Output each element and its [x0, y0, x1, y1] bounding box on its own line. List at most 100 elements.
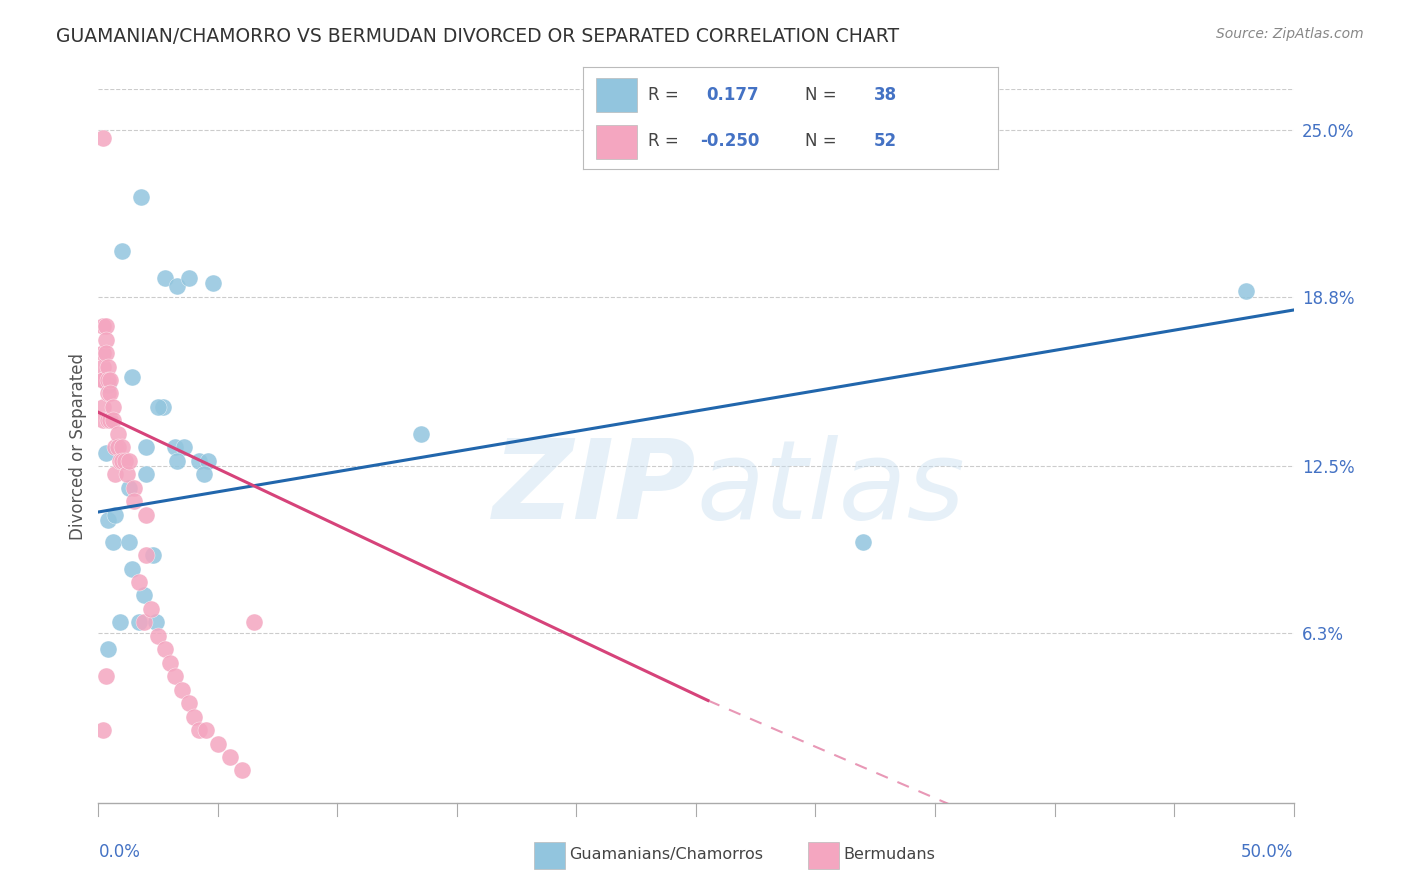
Point — [135, 508, 157, 522]
Point — [124, 481, 146, 495]
Point — [207, 737, 229, 751]
Text: Bermudans: Bermudans — [844, 847, 935, 862]
Point — [118, 534, 141, 549]
Point — [121, 561, 143, 575]
Point — [243, 615, 266, 630]
Point — [179, 270, 201, 285]
Point — [197, 454, 219, 468]
Point — [152, 400, 174, 414]
Text: N =: N = — [806, 132, 842, 150]
Point — [139, 602, 162, 616]
Point — [94, 669, 117, 683]
Bar — [596, 126, 637, 159]
Text: 52: 52 — [873, 132, 897, 150]
Point — [159, 656, 181, 670]
Text: R =: R = — [648, 87, 683, 104]
Point — [111, 441, 134, 455]
Point — [114, 454, 136, 468]
Point — [135, 548, 157, 562]
Point — [107, 441, 129, 455]
Point — [97, 373, 120, 387]
Point — [101, 534, 124, 549]
Point — [179, 696, 201, 710]
Point — [94, 333, 117, 347]
Point — [118, 481, 141, 495]
Point — [173, 441, 195, 455]
Point — [97, 513, 120, 527]
Point — [101, 400, 124, 414]
Point — [187, 454, 209, 468]
Text: 38: 38 — [873, 87, 897, 104]
Text: R =: R = — [648, 132, 683, 150]
Text: N =: N = — [806, 87, 842, 104]
Point — [121, 370, 143, 384]
Point — [91, 373, 114, 387]
Point — [183, 709, 205, 723]
Point — [148, 629, 170, 643]
Point — [91, 723, 114, 737]
Text: GUAMANIAN/CHAMORRO VS BERMUDAN DIVORCED OR SEPARATED CORRELATION CHART: GUAMANIAN/CHAMORRO VS BERMUDAN DIVORCED … — [56, 27, 900, 45]
Point — [118, 454, 141, 468]
Point — [97, 378, 120, 392]
Point — [104, 508, 127, 522]
Text: Source: ZipAtlas.com: Source: ZipAtlas.com — [1216, 27, 1364, 41]
Point — [166, 454, 188, 468]
Point — [166, 278, 188, 293]
Text: 50.0%: 50.0% — [1241, 843, 1294, 861]
Point — [115, 467, 138, 482]
Point — [187, 723, 209, 737]
Text: atlas: atlas — [696, 435, 965, 542]
Point — [91, 319, 114, 334]
Point — [219, 750, 242, 764]
Text: 0.0%: 0.0% — [98, 843, 141, 861]
Point — [124, 494, 146, 508]
Point — [135, 467, 157, 482]
Point — [163, 441, 186, 455]
Point — [163, 669, 186, 683]
Point — [111, 454, 134, 468]
Point — [155, 642, 177, 657]
Point — [91, 413, 114, 427]
Point — [172, 682, 194, 697]
Point — [128, 615, 150, 630]
Point — [411, 426, 433, 441]
Point — [91, 130, 114, 145]
Point — [202, 276, 225, 290]
Point — [193, 467, 215, 482]
Point — [852, 534, 875, 549]
Point — [94, 346, 117, 360]
Point — [131, 190, 153, 204]
Bar — [596, 78, 637, 112]
Text: 0.177: 0.177 — [706, 87, 758, 104]
Point — [91, 373, 114, 387]
Point — [142, 548, 165, 562]
Point — [132, 589, 155, 603]
Point — [98, 413, 122, 427]
Y-axis label: Divorced or Separated: Divorced or Separated — [69, 352, 87, 540]
Point — [104, 467, 127, 482]
Point — [155, 270, 177, 285]
Point — [91, 359, 114, 374]
Point — [91, 400, 114, 414]
Point — [98, 386, 122, 401]
Point — [145, 615, 167, 630]
Point — [135, 441, 157, 455]
Point — [111, 244, 134, 258]
Point — [91, 346, 114, 360]
Text: Guamanians/Chamorros: Guamanians/Chamorros — [569, 847, 763, 862]
Point — [98, 373, 122, 387]
Point — [128, 574, 150, 589]
Point — [104, 441, 127, 455]
Point — [231, 764, 253, 778]
Point — [194, 723, 217, 737]
Text: ZIP: ZIP — [492, 435, 696, 542]
Point — [94, 319, 117, 334]
Point — [97, 386, 120, 401]
Point — [94, 446, 117, 460]
Point — [97, 642, 120, 657]
Point — [97, 359, 120, 374]
Point — [148, 400, 170, 414]
Point — [108, 454, 131, 468]
Point — [107, 426, 129, 441]
Point — [97, 413, 120, 427]
